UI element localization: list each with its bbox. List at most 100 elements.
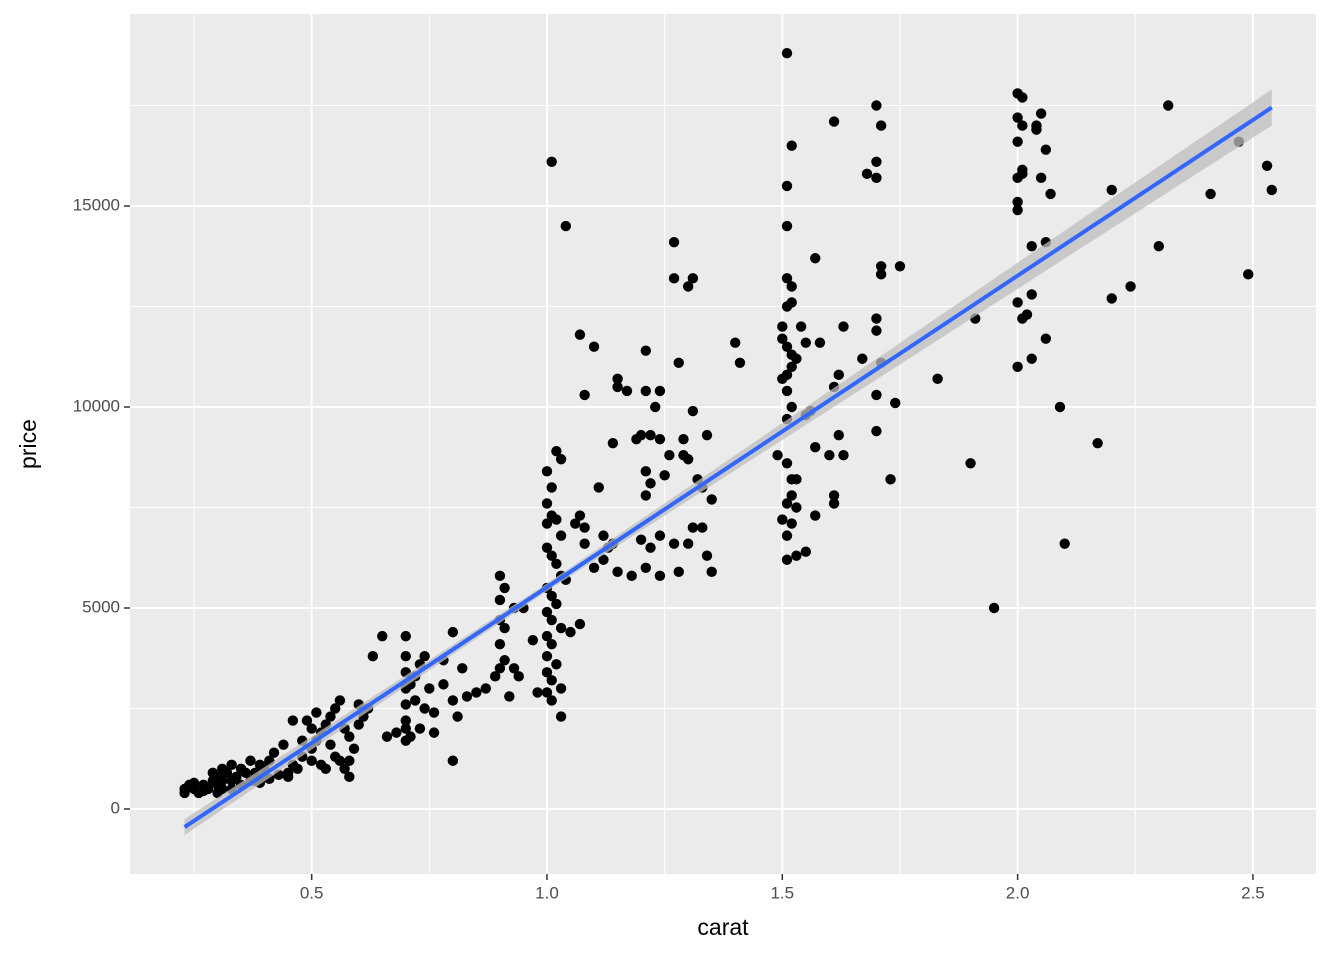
point xyxy=(588,341,600,352)
point xyxy=(555,683,567,694)
point xyxy=(480,683,491,694)
point xyxy=(791,474,802,485)
point xyxy=(419,703,430,714)
point xyxy=(447,755,459,766)
point xyxy=(541,651,553,662)
point xyxy=(179,783,190,795)
point xyxy=(1012,172,1023,184)
point xyxy=(306,755,317,766)
point xyxy=(645,478,656,489)
point xyxy=(457,663,468,674)
point xyxy=(282,771,294,783)
point xyxy=(447,626,459,638)
point xyxy=(781,458,793,469)
point xyxy=(810,510,821,521)
point xyxy=(786,140,797,151)
point xyxy=(1017,313,1028,324)
point xyxy=(626,570,637,582)
point xyxy=(1026,240,1037,252)
point xyxy=(777,333,788,344)
point xyxy=(235,763,247,774)
point xyxy=(348,743,360,754)
point xyxy=(791,502,802,513)
point xyxy=(541,667,553,678)
point xyxy=(687,273,699,284)
point xyxy=(871,325,882,336)
point xyxy=(1012,297,1023,308)
point xyxy=(682,538,694,549)
y-tick-label: 10000 xyxy=(73,396,120,415)
point xyxy=(781,48,793,59)
point xyxy=(565,626,576,638)
point xyxy=(1026,289,1037,300)
x-tick-label: 2.0 xyxy=(1006,883,1030,902)
point xyxy=(781,498,793,509)
point xyxy=(654,530,666,541)
point xyxy=(593,482,604,493)
point xyxy=(875,269,887,280)
point xyxy=(777,321,788,332)
point xyxy=(828,116,840,127)
point xyxy=(635,429,647,441)
point xyxy=(1266,184,1277,196)
point xyxy=(551,446,562,457)
point xyxy=(541,518,553,529)
point xyxy=(344,771,355,783)
point xyxy=(781,341,793,352)
point xyxy=(329,703,341,714)
point xyxy=(1153,240,1165,252)
x-tick-label: 1.0 xyxy=(535,883,559,902)
point xyxy=(574,618,586,630)
point xyxy=(894,261,906,272)
point xyxy=(555,454,567,465)
point xyxy=(428,727,440,738)
point xyxy=(682,454,694,465)
point xyxy=(551,659,562,670)
point xyxy=(555,711,567,722)
point xyxy=(781,273,793,284)
point xyxy=(988,602,1000,614)
point xyxy=(570,518,581,529)
point xyxy=(871,313,882,324)
point xyxy=(654,570,666,582)
point xyxy=(287,715,299,726)
point xyxy=(612,373,623,385)
point xyxy=(810,441,821,453)
point xyxy=(546,695,557,706)
point xyxy=(612,381,623,393)
point xyxy=(494,594,506,606)
point xyxy=(541,606,553,618)
point xyxy=(673,357,684,368)
point xyxy=(828,498,840,509)
point xyxy=(786,401,797,413)
point xyxy=(588,562,600,573)
point xyxy=(320,763,331,774)
point xyxy=(885,474,896,485)
point xyxy=(890,397,901,409)
point xyxy=(833,369,844,381)
point xyxy=(786,518,797,529)
point xyxy=(814,337,826,348)
point xyxy=(697,522,708,533)
point xyxy=(1261,160,1273,171)
point xyxy=(400,715,411,726)
point xyxy=(668,236,680,248)
point xyxy=(772,450,783,461)
point xyxy=(1035,108,1047,119)
point xyxy=(541,542,553,553)
point xyxy=(701,550,713,561)
point xyxy=(824,450,835,461)
point xyxy=(551,598,562,610)
point xyxy=(875,120,887,131)
point xyxy=(786,361,797,372)
point xyxy=(612,566,623,578)
point xyxy=(339,763,350,774)
point xyxy=(857,353,868,364)
point xyxy=(452,711,463,722)
point xyxy=(1012,361,1023,372)
point xyxy=(781,554,793,565)
point xyxy=(640,562,652,573)
point xyxy=(791,550,802,561)
